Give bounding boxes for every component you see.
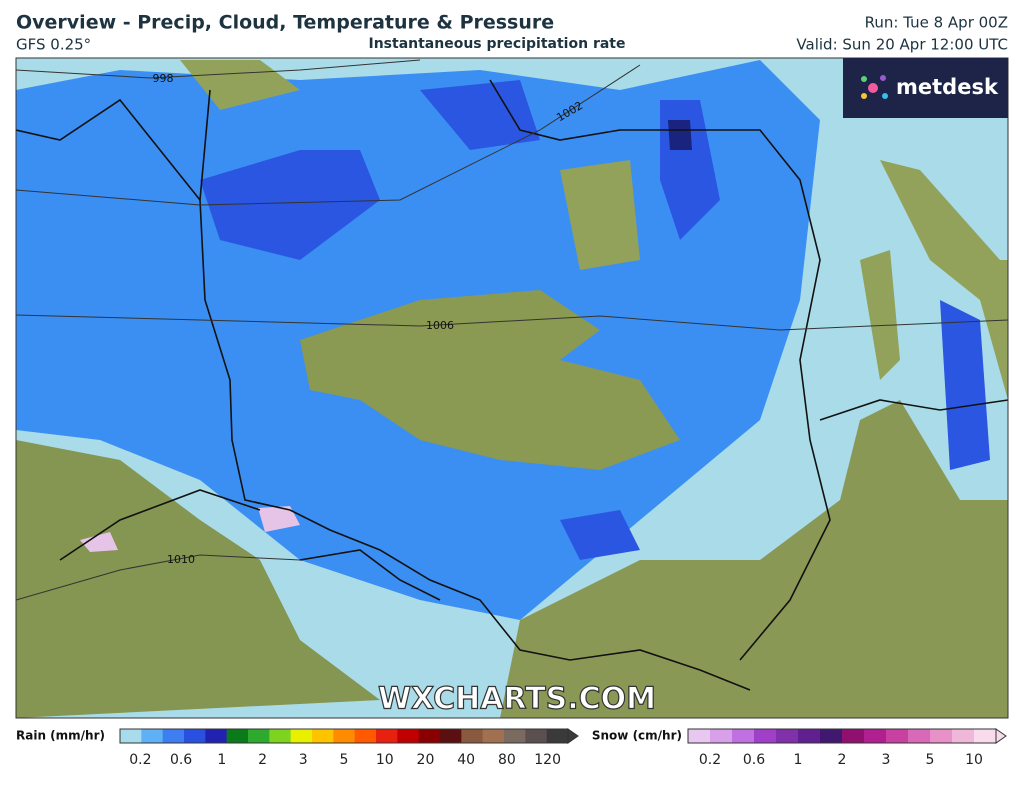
legend-swatch xyxy=(974,729,997,743)
legend-swatch xyxy=(820,729,843,743)
legend-swatch xyxy=(952,729,975,743)
legend-swatch xyxy=(525,729,547,743)
legend-swatch xyxy=(290,729,313,743)
legend-swatch xyxy=(120,729,142,743)
legend-label: 0.2 xyxy=(699,752,721,768)
legend-label: 40 xyxy=(457,752,475,768)
legend-label: 10 xyxy=(965,752,983,768)
isobar-label: 1010 xyxy=(167,553,195,566)
legend-swatch xyxy=(842,729,865,743)
legend-swatch xyxy=(864,729,887,743)
legend-swatch xyxy=(798,729,821,743)
title: Overview - Precip, Cloud, Temperature & … xyxy=(16,12,554,34)
legend-label: 3 xyxy=(299,752,308,768)
isobar-label: 1006 xyxy=(426,319,454,332)
legend-swatch xyxy=(312,729,334,743)
legend-swatch xyxy=(248,729,270,743)
legend-label: 3 xyxy=(882,752,891,768)
legend-swatch xyxy=(688,729,711,743)
valid: Valid: Sun 20 Apr 12:00 UTC xyxy=(796,36,1008,54)
legend-label: 0.6 xyxy=(170,752,192,768)
legend-label: 10 xyxy=(376,752,394,768)
model: GFS 0.25° xyxy=(16,36,91,54)
snow-legend-title: Snow (cm/hr) xyxy=(592,729,682,743)
legend-swatch xyxy=(354,729,377,743)
legend-swatch xyxy=(776,729,799,743)
legend-label: 0.2 xyxy=(129,752,151,768)
legend-swatch xyxy=(162,729,185,743)
legend-label: 5 xyxy=(926,752,935,768)
legend-swatch xyxy=(908,729,931,743)
run: Run: Tue 8 Apr 00Z xyxy=(865,14,1008,32)
legend-swatch xyxy=(269,729,291,743)
legend-label: 1 xyxy=(217,752,226,768)
legend-swatch xyxy=(226,729,249,743)
watermark: WXCHARTS.COM xyxy=(378,682,656,717)
legends: 0.2 0.6 1 2 3 5 10 20 40 80 120 0.2 0.6 1 2 3 5 10 xyxy=(119,728,1007,768)
legend-swatch xyxy=(418,729,441,743)
legend-swatch xyxy=(184,729,206,743)
legend-swatch xyxy=(376,729,398,743)
legend-swatch xyxy=(397,729,419,743)
rain-legend-title: Rain (mm/hr) xyxy=(16,729,105,743)
legend-swatch xyxy=(141,729,163,743)
legend-arrow xyxy=(567,728,579,744)
legend-swatch xyxy=(333,729,355,743)
map: 998 1002 1006 1010 metdesk WXCHARTS.COM xyxy=(15,57,1009,719)
legend-swatch xyxy=(461,729,483,743)
legend-label: 2 xyxy=(258,752,267,768)
legend-swatch xyxy=(710,729,733,743)
legend-label: 5 xyxy=(340,752,349,768)
legend-swatch xyxy=(504,729,526,743)
product: Instantaneous precipitation rate xyxy=(369,36,626,52)
legend-arrow xyxy=(995,728,1007,744)
legend-swatch xyxy=(732,729,755,743)
legend-swatch xyxy=(754,729,777,743)
legend-label: 2 xyxy=(838,752,847,768)
legend-label: 0.6 xyxy=(743,752,765,768)
legend-label: 120 xyxy=(534,752,561,768)
logo-icon xyxy=(861,75,888,99)
legend-swatch xyxy=(930,729,953,743)
legend-label: 20 xyxy=(417,752,435,768)
legend-swatch xyxy=(440,729,462,743)
legend-swatch xyxy=(546,729,569,743)
logo: metdesk xyxy=(896,75,999,99)
isobar-label: 998 xyxy=(153,72,174,85)
legend-swatch xyxy=(205,729,227,743)
legend-swatch xyxy=(886,729,909,743)
legend-label: 80 xyxy=(498,752,516,768)
legend-label: 1 xyxy=(794,752,803,768)
legend-swatch xyxy=(482,729,505,743)
